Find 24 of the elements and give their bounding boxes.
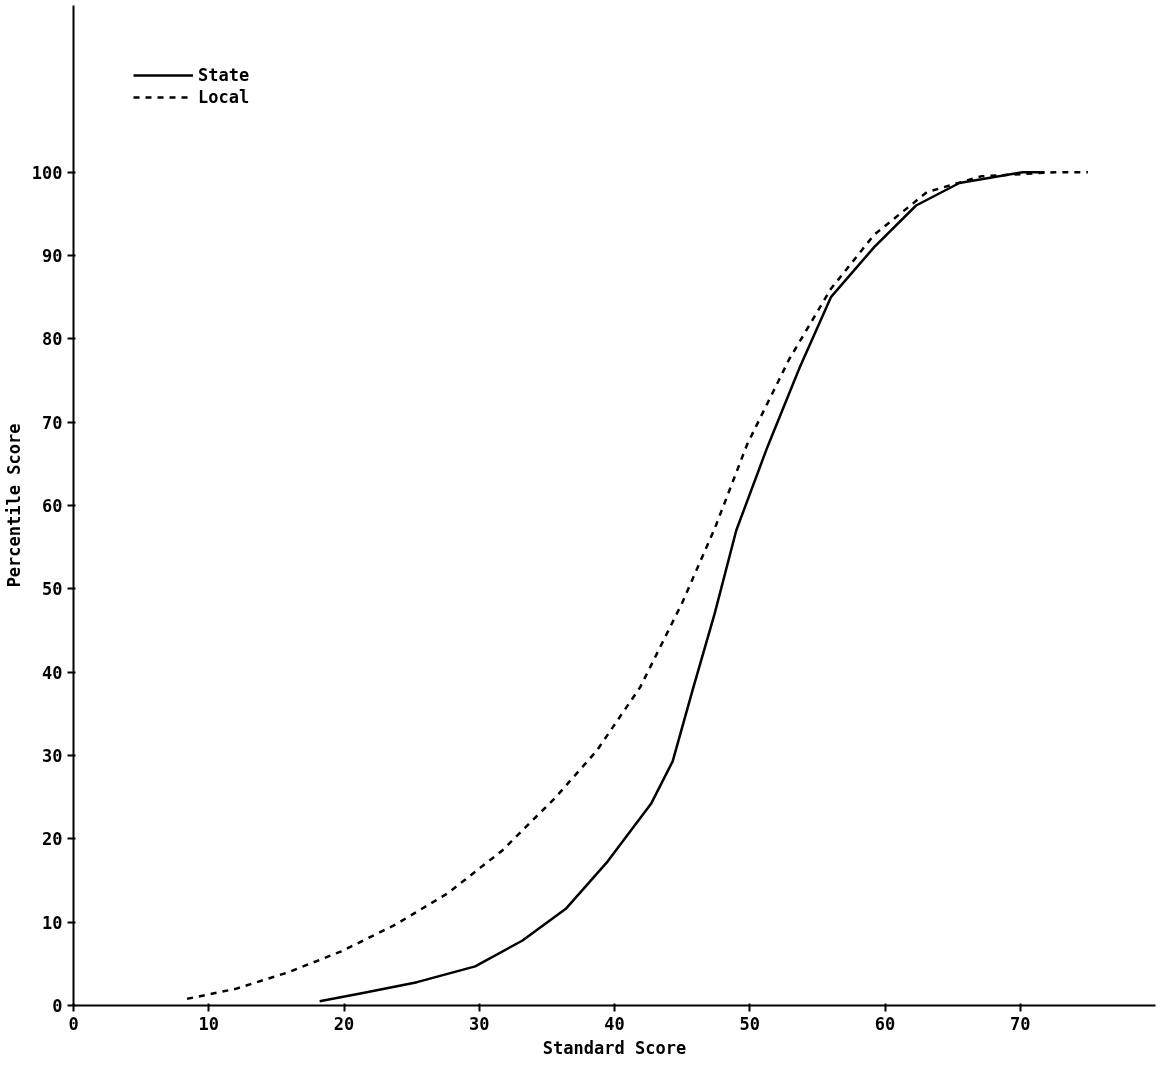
y-tick-label: 10 (42, 912, 63, 933)
y-tick-label: 20 (42, 829, 63, 850)
x-tick-label: 60 (874, 1013, 896, 1034)
legend-label: Local (198, 87, 250, 107)
x-tick-label: 10 (198, 1013, 219, 1034)
x-tick-label: 20 (333, 1013, 355, 1034)
x-tick-label: 50 (739, 1013, 760, 1034)
y-tick-label: 60 (42, 496, 63, 516)
x-tick-label: 70 (1010, 1013, 1031, 1034)
y-tick-label: 40 (42, 662, 63, 683)
y-tick-label: 70 (42, 412, 63, 433)
y-tick-label: 90 (42, 246, 63, 266)
y-tick-label: 80 (42, 329, 63, 350)
y-tick-label: 100 (31, 162, 63, 183)
line-series (185, 170, 1090, 1001)
x-axis-title: Standard Score (542, 1037, 687, 1058)
x-tick-label: 0 (68, 1013, 79, 1034)
y-axis-title: Percentile Score (3, 423, 24, 588)
y-tick-label: 50 (42, 579, 63, 600)
y-tick-label: 30 (42, 746, 63, 766)
x-tick-label: 40 (604, 1013, 625, 1034)
y-tick-label: 0 (52, 996, 63, 1016)
legend-label: State (198, 65, 250, 85)
x-tick-label: 30 (469, 1013, 490, 1034)
